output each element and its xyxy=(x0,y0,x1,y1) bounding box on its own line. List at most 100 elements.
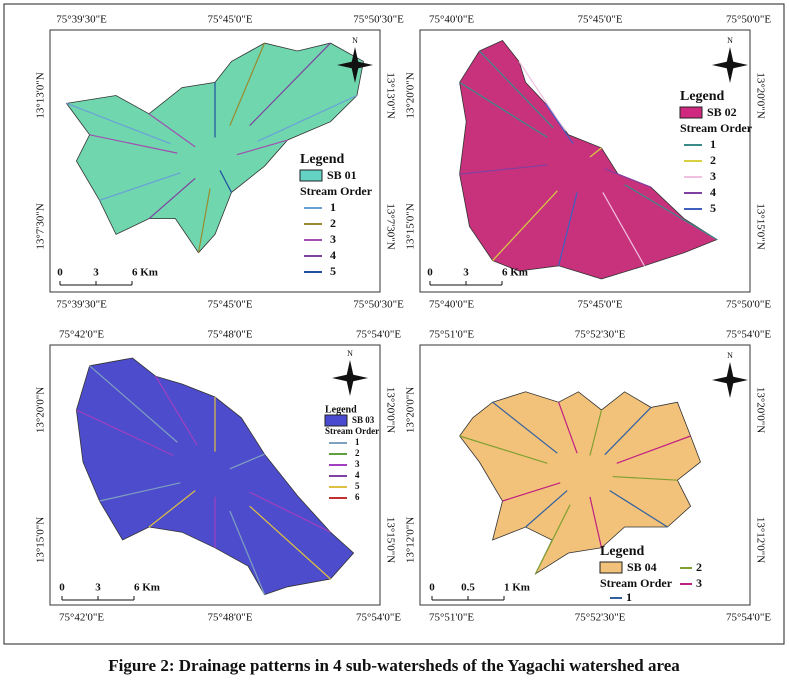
stream xyxy=(99,172,181,201)
stream xyxy=(229,453,265,470)
legend-order: 2 xyxy=(710,153,716,167)
map-frame xyxy=(49,344,381,606)
legend-order: 4 xyxy=(355,470,360,480)
lon-label-top: 75°40'0"E xyxy=(429,14,474,26)
lat-label-left: 13°13'0"N xyxy=(35,72,47,118)
watershed xyxy=(75,357,355,596)
lat-label-right: 13°20'0"N xyxy=(384,387,396,433)
lon-label-bottom: 75°52'30"E xyxy=(575,612,626,624)
figure-border xyxy=(3,3,785,645)
stream xyxy=(257,94,358,142)
lon-label-top: 75°39'30"E xyxy=(56,14,107,26)
lat-label-left: 13°15'0"N xyxy=(405,203,417,249)
lat-label-right: 13°13'0"N xyxy=(384,72,396,118)
stream xyxy=(624,184,718,241)
stream xyxy=(148,113,196,148)
lon-label-top: 75°51'0"E xyxy=(429,329,474,341)
legend-order-title: Stream Order xyxy=(600,576,673,590)
lat-label-left: 13°20'0"N xyxy=(405,387,417,433)
caption: Figure 2: Drainage patterns in 4 sub-wat… xyxy=(108,656,680,675)
stream xyxy=(604,168,652,188)
stream xyxy=(148,177,196,220)
legend-order: 3 xyxy=(355,459,360,469)
north-arrow xyxy=(332,374,368,382)
scale-label: 6 Km xyxy=(132,267,158,279)
legend-order: 2 xyxy=(696,560,702,574)
legend-order: 3 xyxy=(696,576,702,590)
lon-label-top: 75°45'0"E xyxy=(207,14,252,26)
north-arrow xyxy=(712,376,748,384)
stream xyxy=(502,482,561,502)
legend-order: 2 xyxy=(330,216,336,230)
legend-order: 5 xyxy=(710,201,716,215)
stream xyxy=(76,409,174,457)
legend-order-title: Stream Order xyxy=(325,426,379,436)
legend-order: 1 xyxy=(710,137,716,151)
legend-order: 5 xyxy=(355,481,360,491)
north-label: N xyxy=(727,351,733,360)
lon-label-top: 75°45'0"E xyxy=(577,14,622,26)
legend-title: Legend xyxy=(600,544,645,559)
stream xyxy=(249,505,331,580)
legend-swatch xyxy=(299,169,323,182)
legend-order-title: Stream Order xyxy=(300,184,373,198)
scale-label: 0 xyxy=(427,267,433,279)
legend-order: 1 xyxy=(330,200,336,214)
lon-label-top: 75°50'0"E xyxy=(726,14,771,26)
stream xyxy=(525,490,568,528)
scale-label: 1 Km xyxy=(504,582,530,594)
stream xyxy=(609,490,668,528)
lon-label-bottom: 75°40'0"E xyxy=(429,299,474,311)
lon-label-bottom: 75°39'30"E xyxy=(56,299,107,311)
stream xyxy=(589,147,602,158)
legend-order: 4 xyxy=(710,185,716,199)
stream xyxy=(229,510,266,595)
lat-label-right: 13°7'30"N xyxy=(384,203,396,249)
legend-order: 3 xyxy=(330,232,336,246)
lon-label-bottom: 75°50'0"E xyxy=(726,299,771,311)
stream xyxy=(492,401,558,454)
stream xyxy=(89,365,178,443)
stream xyxy=(249,491,331,533)
stream xyxy=(249,42,331,127)
watershed xyxy=(459,391,701,575)
lon-label-top: 75°52'30"E xyxy=(575,329,626,341)
stream xyxy=(236,139,288,156)
legend-swatch xyxy=(679,106,703,119)
lon-label-bottom: 75°54'0"E xyxy=(356,612,401,624)
legend-swatch xyxy=(324,414,348,427)
stream xyxy=(89,134,178,154)
lon-label-bottom: 75°50'30"E xyxy=(353,299,404,311)
watershed xyxy=(65,42,364,254)
lat-label-right: 13°12'0"N xyxy=(754,517,766,563)
scale-label: 6 Km xyxy=(502,267,528,279)
stream xyxy=(518,61,566,132)
lon-label-top: 75°50'30"E xyxy=(353,14,404,26)
stream xyxy=(612,475,678,481)
lon-label-top: 75°54'0"E xyxy=(726,329,771,341)
scale-label: 3 xyxy=(95,582,101,594)
scale-label: 3 xyxy=(463,267,469,279)
stream xyxy=(459,435,548,464)
scale-label: 0.5 xyxy=(461,582,475,594)
north-label: N xyxy=(727,36,733,45)
stream xyxy=(558,192,578,266)
legend-area: SB 04 xyxy=(627,560,657,574)
legend-order: 5 xyxy=(330,264,336,278)
stream xyxy=(589,496,603,548)
watershed xyxy=(459,40,718,280)
lat-label-right: 13°20'0"N xyxy=(754,387,766,433)
legend-area: SB 01 xyxy=(327,168,357,182)
legend-order: 4 xyxy=(330,248,336,262)
lon-label-top: 75°54'0"E xyxy=(356,329,401,341)
stream xyxy=(492,190,558,261)
lat-label-right: 13°15'0"N xyxy=(384,517,396,563)
legend-order: 3 xyxy=(710,169,716,183)
north-arrow xyxy=(712,61,748,69)
lat-label-left: 13°7'30"N xyxy=(35,203,47,249)
lon-label-top: 75°42'0"E xyxy=(59,329,104,341)
lat-label-left: 13°15'0"N xyxy=(35,517,47,563)
stream xyxy=(544,103,574,145)
stream xyxy=(459,164,548,175)
